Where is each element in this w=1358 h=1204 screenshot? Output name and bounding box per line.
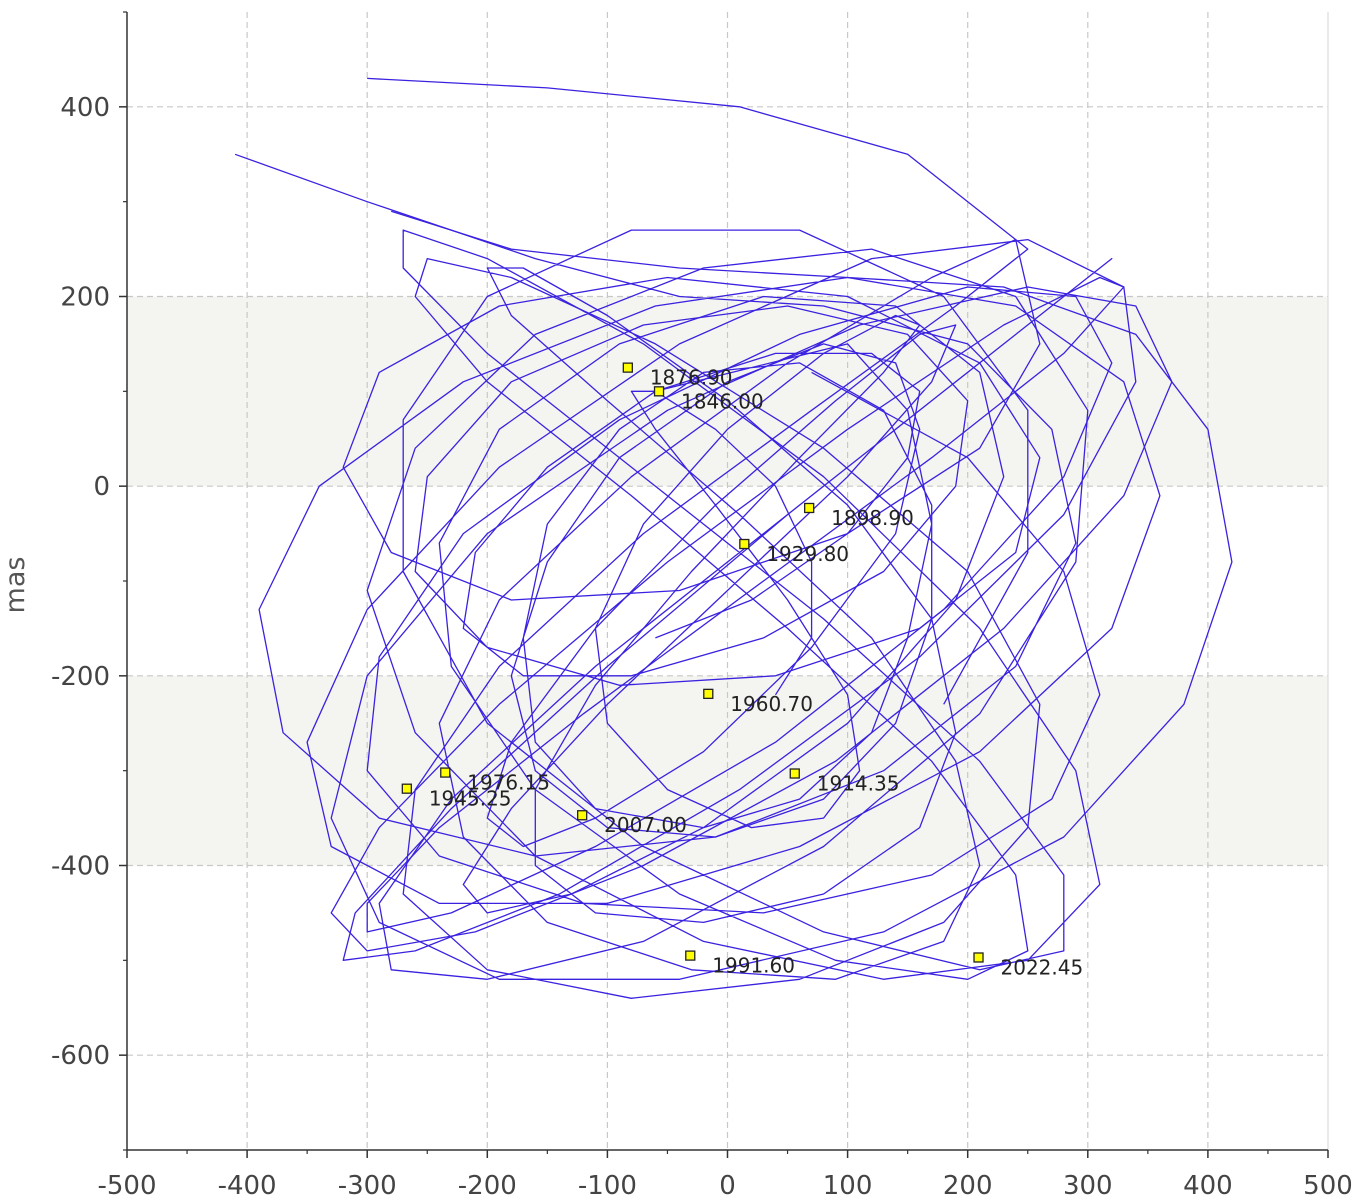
epoch-label: 1876.90 — [650, 366, 733, 390]
y-tick-label: -600 — [51, 1041, 110, 1071]
series-line-3 — [330, 210, 1233, 980]
epoch-label: 1898.90 — [831, 506, 914, 530]
y-tick-label: -200 — [51, 662, 110, 692]
y-tick-labels: 400 200 0 -200 -400 -600 — [51, 93, 110, 1071]
y-tick-label: 0 — [93, 472, 110, 502]
x-tick-labels: -500 -400 -300 -200 -100 0 100 200 300 400 500 — [97, 1171, 1352, 1201]
epoch-label: 1929.80 — [766, 542, 849, 566]
epoch-label: 2022.45 — [1001, 955, 1084, 979]
epoch-marker — [685, 950, 696, 961]
epoch-label: 1976.15 — [467, 771, 550, 795]
x-tick-label: 100 — [823, 1171, 873, 1201]
orbit-series — [234, 77, 1233, 999]
x-tick-label: -200 — [458, 1171, 517, 1201]
epoch-marker — [703, 688, 714, 700]
epoch-label: 1945.25 — [429, 787, 512, 811]
epoch-marker — [653, 386, 665, 397]
epoch-label: 1991.60 — [712, 954, 795, 978]
epoch-marker — [739, 538, 750, 550]
series-line-2 — [234, 153, 1161, 980]
axes — [119, 11, 1329, 1158]
x-tick-label: -300 — [338, 1171, 397, 1201]
epoch-marker — [622, 362, 633, 373]
epoch-marker — [440, 767, 451, 778]
x-tick-label: 400 — [1183, 1171, 1233, 1201]
x-tick-label: -400 — [218, 1171, 277, 1201]
x-tick-label: -500 — [97, 1171, 156, 1201]
x-tick-label: 200 — [943, 1171, 993, 1201]
y-tick-label: -400 — [51, 852, 110, 882]
grid-lines — [127, 12, 1329, 1150]
series-line-4 — [342, 77, 1041, 686]
y-tick-label: 400 — [60, 93, 110, 123]
x-tick-label: 500 — [1303, 1171, 1353, 1201]
epoch-label: 2007.00 — [604, 813, 687, 837]
x-tick-label: -100 — [578, 1171, 637, 1201]
epoch-marker — [804, 502, 815, 514]
y-tick-label: 200 — [60, 283, 110, 313]
epoch-marker — [577, 810, 588, 821]
epoch-marker — [789, 768, 800, 779]
epoch-label: 1914.35 — [817, 772, 900, 796]
x-tick-label: 0 — [719, 1171, 736, 1201]
epoch-label: 1960.70 — [730, 692, 813, 716]
epoch-marker — [401, 783, 412, 794]
epoch-label: 1846.00 — [681, 389, 764, 413]
epoch-marker — [973, 952, 984, 963]
x-tick-label: 300 — [1063, 1171, 1113, 1201]
y-axis-label: mas — [0, 557, 31, 614]
